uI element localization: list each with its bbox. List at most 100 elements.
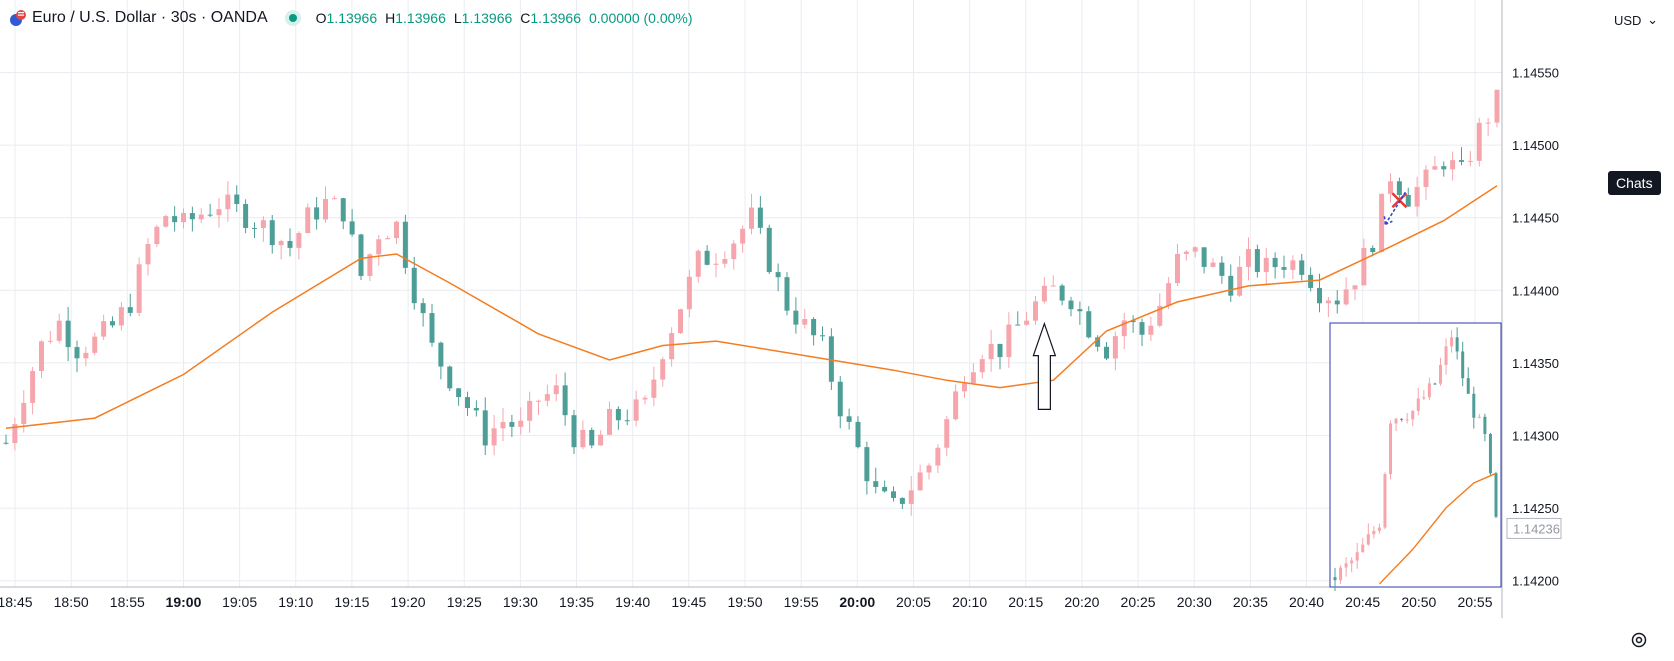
candle-body [101,321,107,337]
time-tick-label: 18:45 [0,594,33,610]
time-tick-label: 20:55 [1457,594,1492,610]
candle-body [518,420,524,427]
candle-body [891,491,896,498]
candle-body [624,420,630,422]
candle-body [207,214,213,216]
candle-body [1467,160,1473,162]
candle-body [287,241,293,248]
candle-body [92,336,98,353]
candle-body [21,402,27,425]
candle-body [198,214,204,220]
candle-body [1299,260,1305,275]
candle-body [695,250,701,277]
candle-body [820,335,825,337]
red-x-marker [1391,192,1408,209]
time-tick-label: 20:30 [1177,594,1212,610]
candle-body [340,198,346,222]
candle-body [1041,285,1047,302]
candle-body [571,415,577,448]
inset-candle-body [1355,552,1359,561]
candle-body [145,244,151,265]
time-tick-label: 19:30 [503,594,538,610]
candle-body [1317,287,1322,304]
candle-body [731,243,737,260]
candle-body [1086,311,1092,338]
chart-header: Euro / U.S. Dollar · 30s · OANDA O1.1396… [0,0,1600,36]
candle-body [314,207,320,220]
candle-body [1432,166,1438,170]
market-status-icon[interactable] [284,9,302,27]
candle-body [1334,300,1340,305]
candle-body [225,194,231,210]
time-tick-label: 20:00 [839,594,875,610]
inset-candle-body [1461,351,1465,379]
candle-body [1192,247,1198,252]
inset-candle-body [1405,419,1409,421]
inset-candle-body [1483,416,1487,434]
candle-body [1024,320,1030,325]
candle-body [349,221,355,235]
candle-body [775,272,781,278]
candle-body [1370,247,1376,253]
price-tick-label: 1.14200 [1512,574,1559,589]
candle-body [482,410,488,446]
candle-body [438,342,444,367]
euro-dollar-flag-icon [10,10,26,26]
candle-body [3,442,9,444]
time-tick-label: 20:05 [896,594,931,610]
time-tick-label: 19:10 [278,594,313,610]
candle-body [1077,309,1083,312]
currency-label: USD [1614,12,1642,28]
time-tick-label: 20:20 [1064,594,1099,610]
candle-body [1325,300,1331,304]
candle-body [1494,89,1500,123]
currency-select[interactable]: USD ⌄ [1608,8,1664,32]
candle-body [651,379,657,398]
inset-candle-body [1383,474,1387,528]
symbol-title[interactable]: Euro / U.S. Dollar · 30s · OANDA [32,9,268,26]
time-tick-label: 20:10 [952,594,987,610]
candle-body [1246,249,1251,267]
candle-body [1414,186,1420,207]
inset-candle-body [1361,544,1365,553]
candle-body [1095,337,1101,347]
candle-body [784,277,790,311]
candle-body [447,366,453,389]
candle-body [1476,122,1482,161]
candle-body [678,309,683,334]
inset-candle-body [1394,418,1398,424]
candle-body [1396,181,1402,195]
inset-candle-body [1455,337,1459,352]
candle-body [553,385,559,395]
candle-body [997,343,1003,358]
time-tick-label: 20:50 [1401,594,1436,610]
time-tick-label: 19:00 [166,594,202,610]
candle-body [1166,283,1172,306]
candle-body [1388,181,1393,194]
inset-candle-body [1477,416,1481,418]
candle-body [962,383,967,392]
candle-body [970,372,976,384]
gear-icon[interactable] [1629,630,1649,650]
inset-candle-body [1377,527,1381,531]
candle-body [1015,324,1021,326]
candle-body [1237,266,1243,296]
candle-body [465,397,470,409]
candle-body [56,320,62,341]
chats-button[interactable]: Chats [1608,171,1661,195]
candle-body [39,341,44,372]
candle-body [473,408,479,411]
time-tick-label: 20:45 [1345,594,1380,610]
candle-body [740,228,746,244]
candle-body [935,447,941,466]
candle-body [873,481,879,487]
candle-body [491,428,497,446]
candle-body [1157,305,1163,326]
candle-body [30,371,36,403]
candle-body [163,216,169,227]
ohlc-close: C1.13966 [520,10,581,26]
inset-candle-body [1444,346,1448,365]
candle-body [926,465,932,473]
candle-body [12,424,18,444]
